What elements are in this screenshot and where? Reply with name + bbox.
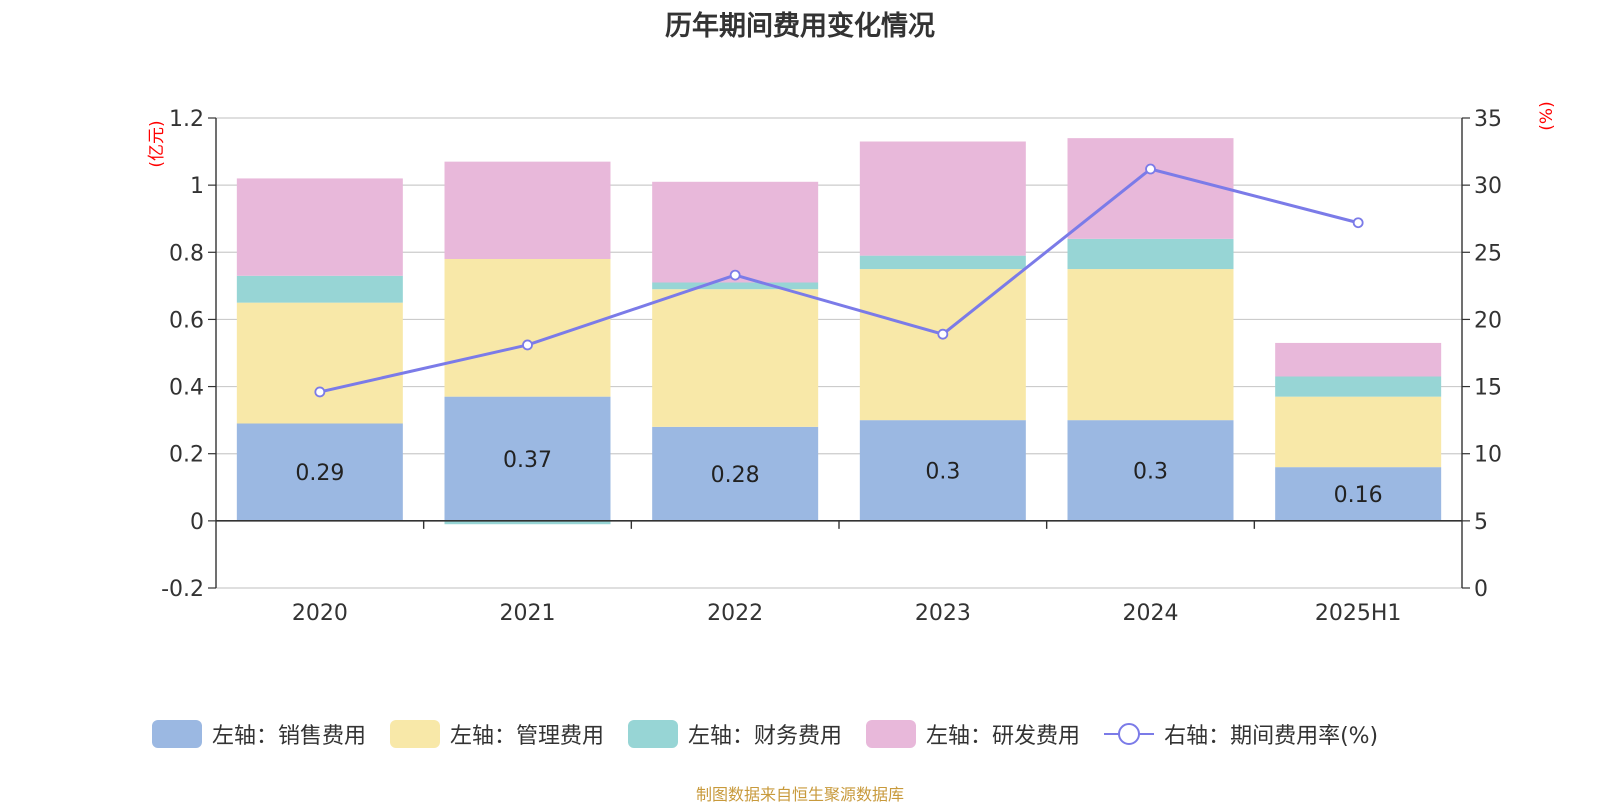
rate-point <box>937 328 949 340</box>
legend-label: 右轴：期间费用率(%) <box>1164 724 1379 749</box>
bar-segment-2 <box>236 302 403 424</box>
legend-item[interactable]: 左轴：财务费用 <box>628 718 842 750</box>
rate-point <box>522 339 533 351</box>
bar-segment-1 <box>1275 467 1442 521</box>
left-tick-label: -0.2 <box>161 577 204 602</box>
bar-segment-1 <box>1067 420 1234 521</box>
bar-segment-3 <box>444 520 611 525</box>
bar-segment-1 <box>444 396 611 521</box>
x-tick-label: 2021 <box>500 601 556 626</box>
legend-swatch <box>866 720 917 748</box>
bar-segment-2 <box>652 289 819 427</box>
legend-label: 左轴：管理费用 <box>450 724 605 749</box>
rate-point <box>729 269 741 281</box>
chart-legend: 左轴：销售费用 左轴：管理费用 左轴：财务费用 左轴：研发费用 右轴：期间费用率(%) <box>152 718 1402 750</box>
right-tick-label: 0 <box>1474 577 1488 602</box>
x-tick-label: 2020 <box>292 601 348 626</box>
bar-segment-3 <box>1067 238 1234 270</box>
bar-segment-4 <box>859 141 1026 256</box>
legend-label: 左轴：研发费用 <box>926 724 1081 749</box>
data-label: 0.29 <box>295 461 344 486</box>
left-axis-unit: (亿元) <box>147 120 167 167</box>
legend-line-marker <box>1104 723 1155 745</box>
rate-point <box>314 386 326 398</box>
legend-swatch <box>390 720 441 748</box>
left-tick-label: 0.2 <box>169 443 204 468</box>
data-label: 0.3 <box>1133 460 1168 485</box>
legend-swatch <box>152 720 202 748</box>
source-note: 制图数据来自恒生聚源数据库 <box>695 785 904 804</box>
x-tick-label: 2022 <box>707 601 763 626</box>
legend-item[interactable]: 左轴：销售费用 <box>152 718 366 750</box>
right-tick-label: 15 <box>1474 376 1502 401</box>
legend-item[interactable]: 右轴：期间费用率(%) <box>1104 718 1378 750</box>
x-tick-label: 2025H1 <box>1315 601 1402 626</box>
bar-segment-1 <box>859 420 1026 521</box>
bar-segment-4 <box>652 181 819 283</box>
left-tick-label: 1 <box>190 174 204 199</box>
legend-item[interactable]: 左轴：研发费用 <box>866 718 1080 750</box>
bar-segment-2 <box>859 269 1026 421</box>
bar-segment-1 <box>652 426 819 521</box>
right-tick-label: 10 <box>1474 443 1502 468</box>
data-label: 0.3 <box>925 460 960 485</box>
legend-label: 左轴：财务费用 <box>688 724 843 749</box>
bar-segment-4 <box>1067 138 1234 239</box>
right-tick-label: 20 <box>1474 308 1502 333</box>
legend-swatch <box>628 720 679 748</box>
chart-title: 历年期间费用变化情况 <box>665 11 935 42</box>
right-tick-label: 30 <box>1474 174 1502 199</box>
data-label: 0.37 <box>503 448 552 473</box>
bar-segment-2 <box>1275 396 1442 468</box>
rate-line <box>319 167 1359 394</box>
bar-segment-4 <box>1275 342 1442 377</box>
left-tick-label: 0.8 <box>169 241 204 266</box>
bar-segment-3 <box>859 255 1026 270</box>
right-tick-label: 25 <box>1474 241 1502 266</box>
data-label: 0.16 <box>1334 483 1383 508</box>
x-tick-label: 2024 <box>1123 601 1179 626</box>
right-tick-label: 5 <box>1474 510 1488 535</box>
left-tick-label: 0.4 <box>169 376 204 401</box>
bar-segment-3 <box>1275 376 1442 397</box>
left-tick-label: 0 <box>190 510 204 535</box>
legend-item[interactable]: 左轴：管理费用 <box>390 718 604 750</box>
right-axis-unit: (%) <box>1537 101 1557 130</box>
bar-segment-4 <box>236 178 403 276</box>
bar-segment-1 <box>236 423 403 521</box>
bar-segment-3 <box>652 282 819 290</box>
left-tick-label: 0.6 <box>169 308 204 333</box>
bar-segment-2 <box>444 259 611 397</box>
bar-segment-4 <box>444 161 611 259</box>
rate-point <box>1145 163 1156 175</box>
x-tick-label: 2023 <box>915 601 971 626</box>
data-label: 0.28 <box>711 463 760 488</box>
left-tick-label: 1.2 <box>169 107 204 132</box>
legend-label: 左轴：销售费用 <box>212 724 367 749</box>
right-tick-label: 35 <box>1474 107 1502 132</box>
bar-segment-2 <box>1067 269 1234 421</box>
rate-point <box>1352 217 1364 229</box>
bar-segment-3 <box>236 275 403 303</box>
